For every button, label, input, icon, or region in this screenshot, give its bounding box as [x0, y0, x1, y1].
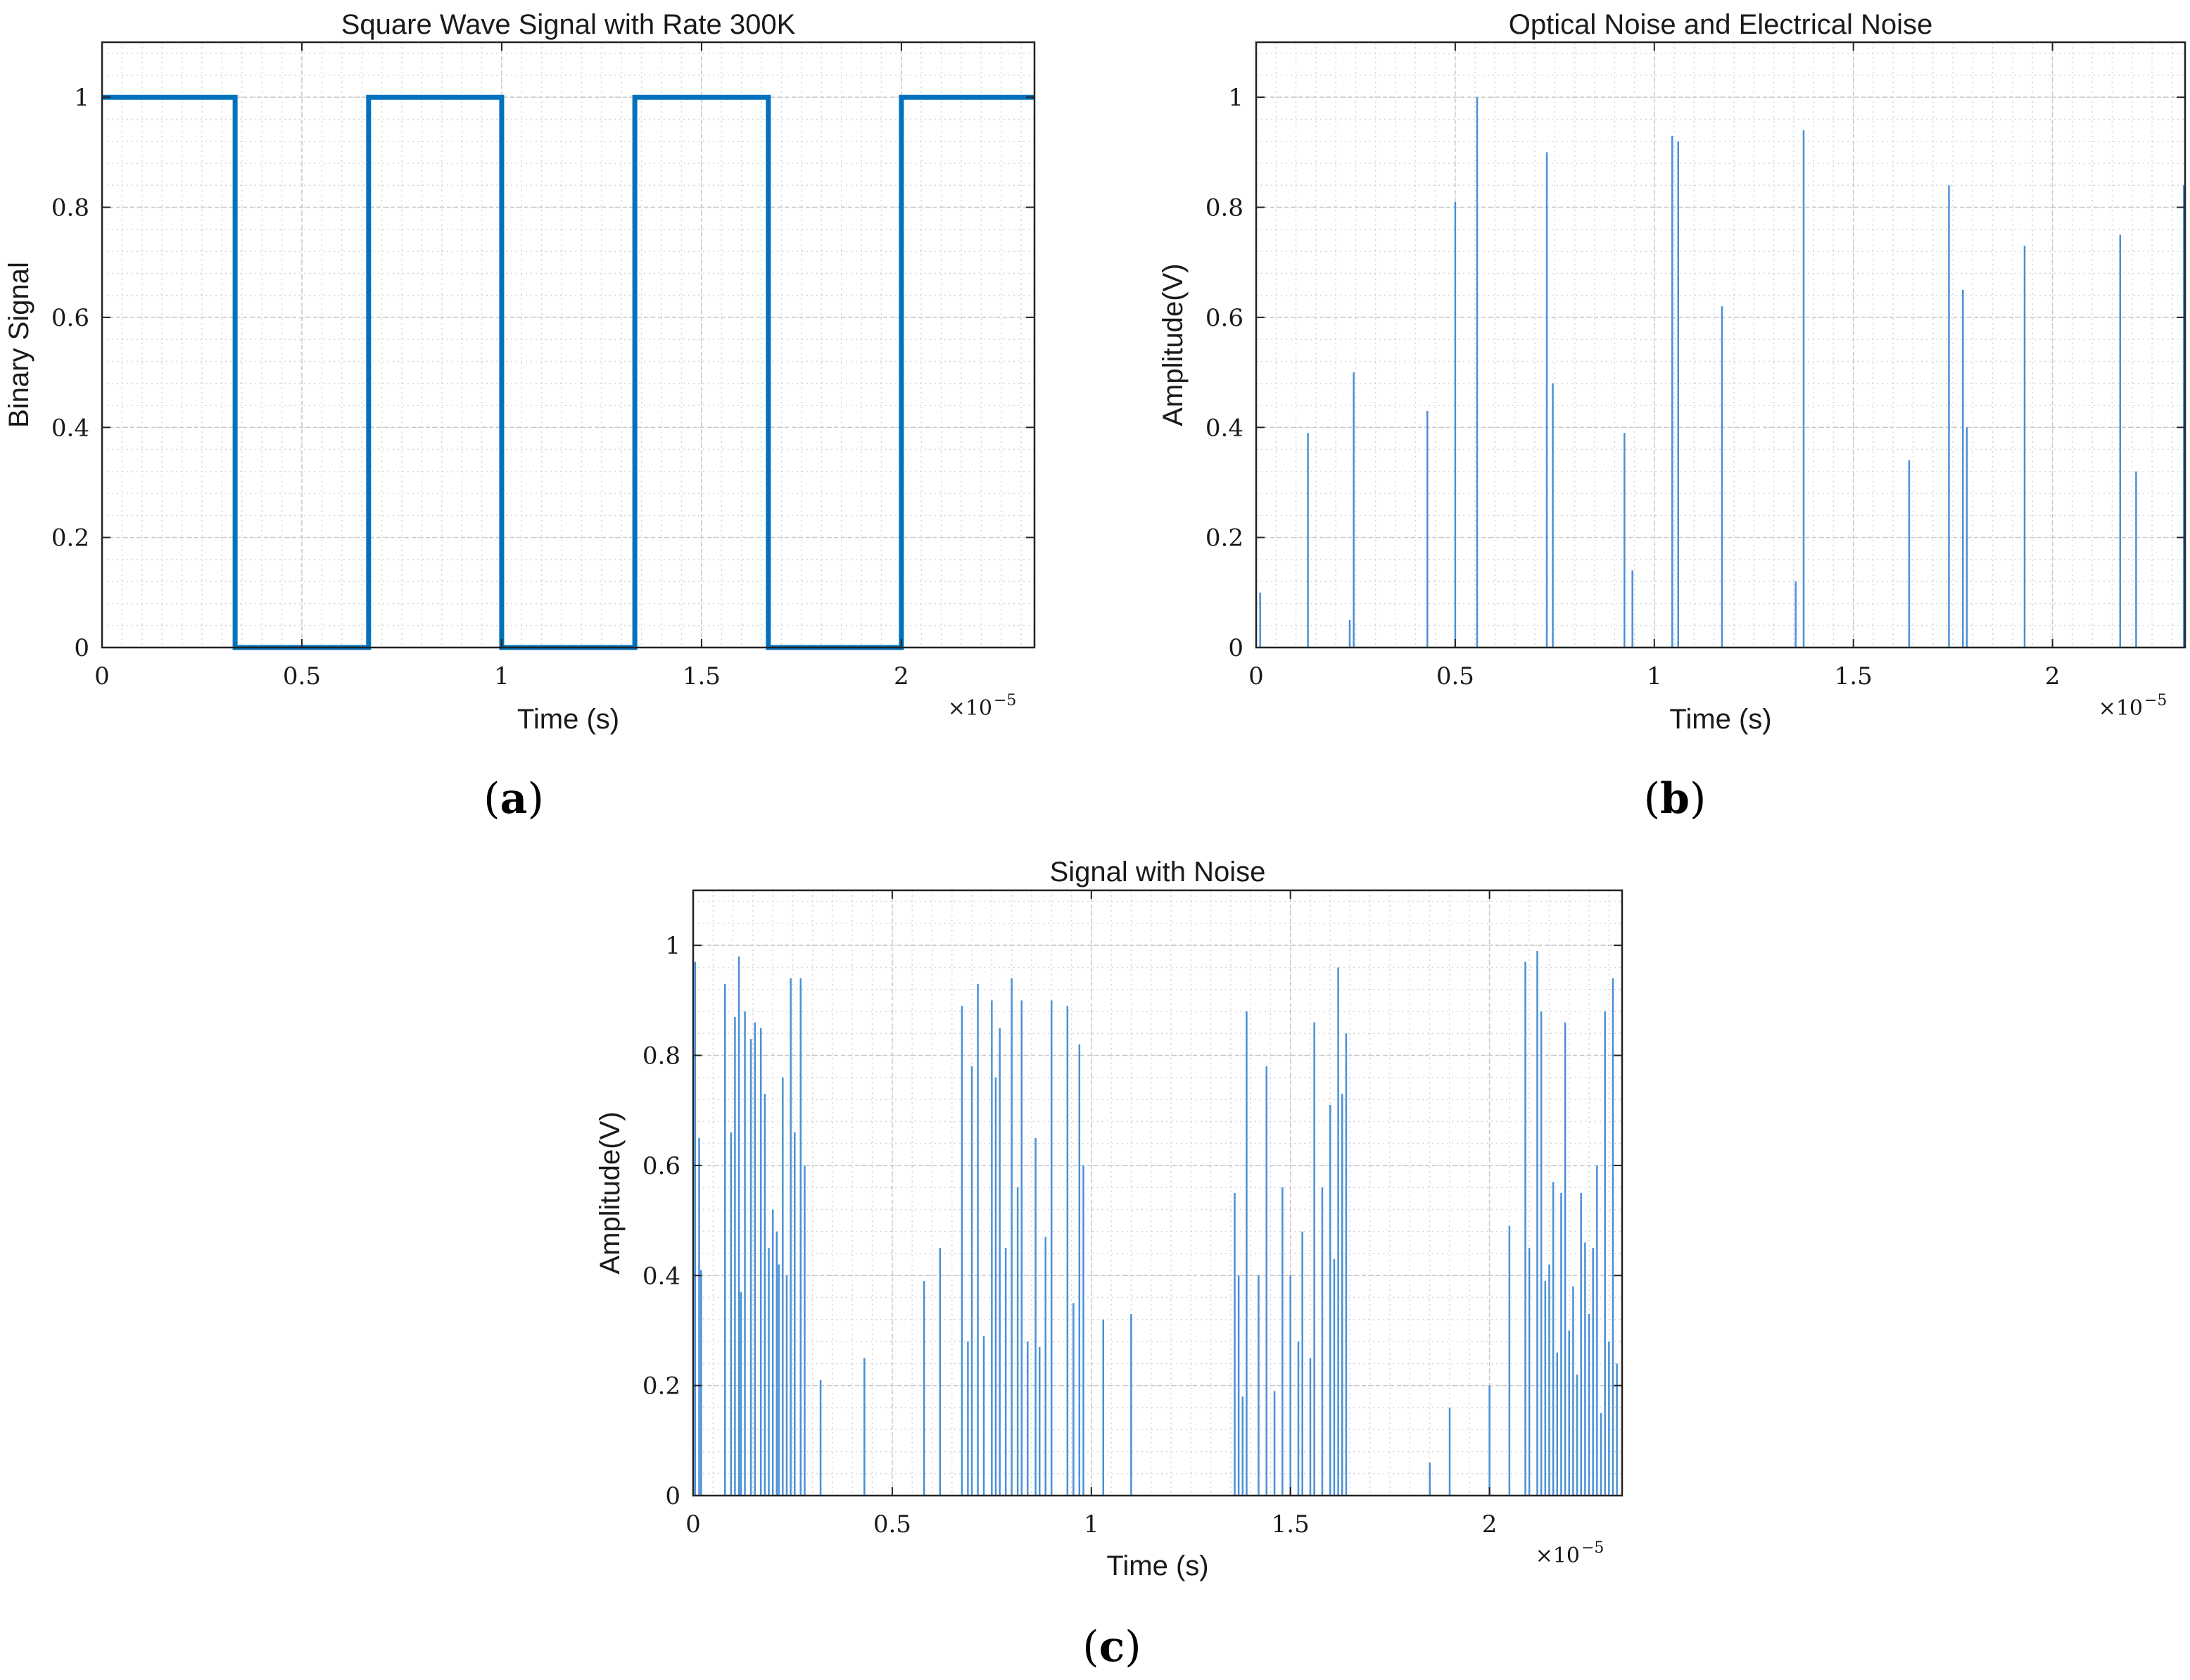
x-tick-label: 0.5	[873, 1510, 911, 1539]
y-tick-label: 0.4	[643, 1262, 681, 1290]
y-tick-label: 0.8	[1205, 194, 1243, 222]
x-tick-label: 0	[1248, 662, 1264, 690]
y-tick-label: 0.6	[1205, 304, 1243, 332]
x-axis-label: Time (s)	[1669, 704, 1771, 735]
subfigure-caption: (b)	[1644, 774, 1707, 823]
x-tick-label: 1	[1647, 662, 1662, 690]
stem-series	[1259, 97, 2185, 648]
y-tick-label: 0.2	[1205, 524, 1243, 552]
subfigure-caption: (a)	[483, 774, 544, 823]
y-tick-label: 0.8	[51, 194, 89, 222]
y-tick-label: 1	[74, 84, 89, 112]
y-tick-label: 1	[1228, 84, 1243, 112]
x-exponent: ×10	[2099, 696, 2143, 721]
x-tick-label: 1.5	[1835, 662, 1873, 690]
x-exponent-power: −5	[2144, 692, 2167, 709]
chart-b: 0 0.5 1 1.5 2 0 0.2 0.4 0.6 0.8 1 Optical Noise and…	[1158, 9, 2186, 823]
stem-series	[694, 951, 1618, 1496]
y-tick-label: 0.8	[643, 1042, 681, 1070]
x-tick-label: 1.5	[683, 662, 721, 690]
x-axis-label: Time (s)	[517, 704, 619, 735]
x-tick-label: 2	[2045, 662, 2061, 690]
y-tick-label: 0	[74, 634, 89, 662]
y-tick-label: 1	[665, 932, 681, 960]
x-tick-label: 1	[1084, 1510, 1099, 1539]
x-tick-label: 0.5	[1436, 662, 1474, 690]
chart-title: Signal with Noise	[1050, 857, 1266, 888]
x-tick-label: 2	[1482, 1510, 1498, 1539]
x-tick-label: 0	[685, 1510, 701, 1539]
chart-c: 0 0.5 1 1.5 2 0 0.2 0.4 0.6 0.8 1 Signal with Noise…	[595, 857, 1623, 1672]
y-tick-label: 0.6	[643, 1152, 681, 1180]
y-tick-label: 0.2	[51, 524, 89, 552]
axes-box	[692, 889, 1623, 1497]
x-axis-label: Time (s)	[1106, 1550, 1208, 1581]
axes-box	[1255, 41, 2186, 649]
plot-area	[102, 42, 1034, 648]
x-tick-label: 1.5	[1272, 1510, 1310, 1539]
x-exponent-power: −5	[994, 692, 1016, 709]
y-tick-label: 0.4	[1205, 414, 1243, 442]
plot-area	[1256, 42, 2185, 648]
chart-a: 0 0.5 1 1.5 2 0 0.2 0.4 0.6 0.8 1 Square Wave Signa…	[4, 9, 1036, 823]
y-tick-label: 0	[665, 1482, 681, 1510]
x-tick-label: 1	[494, 662, 509, 690]
axes-box	[101, 41, 1036, 649]
x-exponent: ×10	[1536, 1543, 1580, 1568]
y-axis-label: Binary Signal	[4, 262, 34, 428]
chart-title: Optical Noise and Electrical Noise	[1509, 9, 1932, 40]
y-tick-label: 0	[1228, 634, 1243, 662]
y-tick-label: 0.6	[51, 304, 89, 332]
plot-area	[693, 890, 1622, 1496]
subfigure-caption: (c)	[1082, 1622, 1141, 1672]
chart-title: Square Wave Signal with Rate 300K	[341, 9, 796, 40]
x-exponent-power: −5	[1581, 1539, 1604, 1557]
y-tick-label: 0.2	[643, 1372, 681, 1401]
x-tick-label: 0.5	[283, 662, 321, 690]
y-axis-label: Amplitude(V)	[595, 1111, 626, 1274]
x-tick-label: 2	[894, 662, 909, 690]
x-exponent: ×10	[948, 696, 992, 721]
y-axis-label: Amplitude(V)	[1158, 263, 1189, 426]
y-tick-label: 0.4	[51, 414, 89, 442]
x-tick-label: 0	[94, 662, 110, 690]
